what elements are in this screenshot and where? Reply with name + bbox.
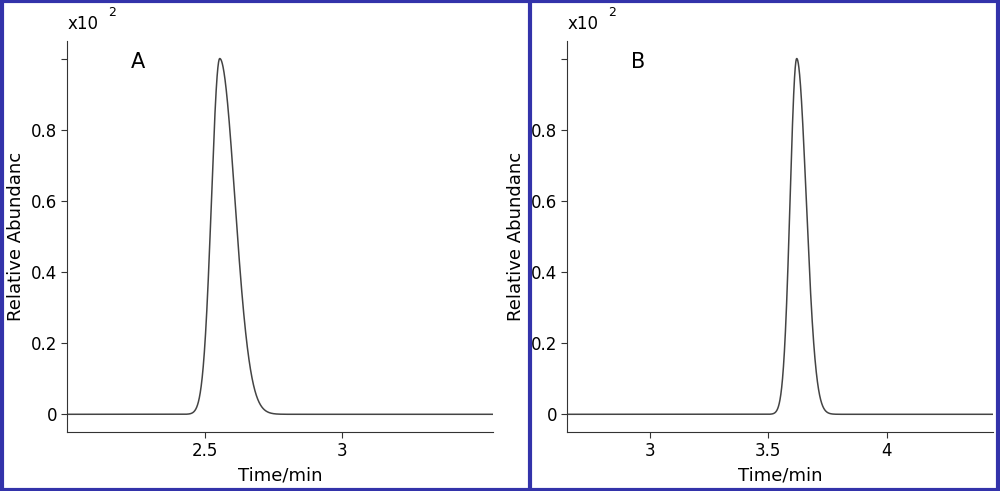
Text: x10: x10	[567, 15, 598, 33]
X-axis label: Time/min: Time/min	[738, 466, 822, 484]
Text: B: B	[631, 53, 645, 73]
X-axis label: Time/min: Time/min	[238, 466, 322, 484]
Text: 2: 2	[108, 6, 116, 19]
Y-axis label: Relative Abundanc: Relative Abundanc	[7, 152, 25, 321]
Text: 2: 2	[608, 6, 616, 19]
Text: A: A	[131, 53, 145, 73]
Y-axis label: Relative Abundanc: Relative Abundanc	[507, 152, 525, 321]
Text: x10: x10	[67, 15, 98, 33]
